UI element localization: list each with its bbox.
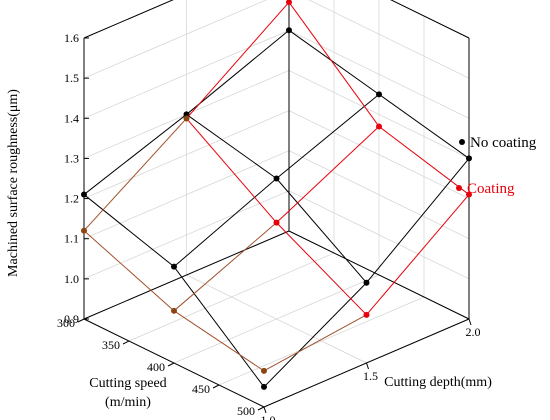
- series-line: [288, 29, 380, 95]
- series-point: [81, 191, 87, 198]
- x-axis-title-line: (m/min): [105, 395, 151, 410]
- series-line: [288, 1, 380, 127]
- series-line: [186, 118, 277, 223]
- series-point: [273, 219, 280, 226]
- series-no-coating: [81, 27, 472, 390]
- gridlines: [83, 0, 470, 408]
- x-tick-label: 450: [192, 382, 210, 396]
- axes: 0.9 1.0 1.1 1.2 1.3 1.4 1.5 1.6 300 350 400 450 500 1…: [6, 0, 492, 420]
- x-tick-label: 350: [102, 338, 120, 352]
- series-line: [83, 194, 175, 268]
- series-point: [286, 0, 292, 6]
- x-tick-label: 500: [237, 404, 255, 418]
- series-line: [378, 126, 470, 195]
- z-tick-label: 1.4: [64, 111, 79, 125]
- x-tick-mark: [212, 384, 220, 389]
- series-line: [173, 310, 265, 372]
- series-line: [378, 93, 470, 159]
- series-point: [286, 27, 292, 34]
- x-axis-title: Cutting speed (m/min): [89, 376, 166, 410]
- series-label: No coating: [470, 135, 537, 151]
- x-tick-mark: [77, 318, 85, 323]
- series-point: [466, 191, 472, 198]
- series-line: [276, 222, 367, 316]
- z-axis-title: Machined surface roughness(μm): [6, 89, 21, 277]
- y-tick-mark: [263, 406, 267, 414]
- series-labels: No coating Coating: [456, 135, 537, 197]
- axis-edge: [390, 0, 470, 39]
- x-tick-mark: [257, 406, 265, 411]
- series-line: [276, 93, 380, 179]
- series-line: [83, 114, 187, 195]
- series-line: [186, 114, 277, 179]
- data-series: [81, 0, 472, 390]
- series-line: [276, 126, 380, 224]
- y-axis-title: Cutting depth(mm): [384, 375, 492, 390]
- y-tick-label: 2.0: [466, 325, 481, 339]
- series-coating: [81, 0, 472, 374]
- gridline-x-floor: [173, 274, 380, 364]
- z-tick-label: 1.3: [64, 151, 79, 165]
- z-tick-label: 1.6: [64, 31, 79, 45]
- series-line: [276, 178, 367, 284]
- z-tick-label: 1.5: [64, 71, 79, 85]
- x-tick-mark: [122, 340, 130, 345]
- z-tick-label: 1.0: [64, 272, 79, 286]
- z-tick-label: 1.2: [64, 192, 79, 206]
- series-point: [171, 263, 177, 270]
- x-tick-mark: [167, 362, 175, 367]
- series-point: [273, 175, 280, 182]
- series-line: [173, 178, 277, 268]
- series-point: [261, 383, 267, 390]
- series-point: [363, 311, 370, 318]
- axis-edge: [288, 230, 470, 320]
- series-label-marker: [459, 139, 465, 145]
- z-tick-label: 0.9: [64, 312, 79, 326]
- series-line: [366, 194, 470, 316]
- series-line: [83, 230, 175, 312]
- x-tick-label: 400: [147, 360, 165, 374]
- y-tick-label: 1.5: [363, 369, 378, 383]
- series-line: [186, 29, 290, 115]
- axis-edge: [83, 230, 290, 320]
- series-point: [81, 227, 87, 234]
- y-tick-mark: [468, 318, 472, 326]
- series-line: [263, 314, 367, 372]
- series-line: [366, 158, 470, 284]
- series-line: [83, 118, 187, 232]
- series-label-marker: [456, 185, 462, 191]
- z-tick-label: 1.1: [64, 232, 79, 246]
- x-tick-label: 300: [57, 316, 75, 330]
- series-point: [376, 91, 382, 98]
- series-line: [186, 1, 290, 119]
- series-label: Coating: [467, 181, 515, 197]
- series-point: [261, 367, 267, 374]
- series-line: [173, 222, 277, 312]
- gridline-x-floor: [218, 296, 425, 386]
- series-line: [263, 282, 367, 388]
- series-point: [466, 155, 472, 162]
- series-point: [376, 123, 382, 130]
- series-point: [171, 307, 177, 314]
- y-tick-mark: [366, 362, 369, 370]
- series-point: [363, 279, 370, 286]
- x-axis-title-line: Cutting speed: [89, 376, 166, 391]
- axis-edge: [83, 0, 174, 39]
- series-point: [183, 115, 190, 122]
- y-tick-label: 1.0: [261, 413, 276, 420]
- gridline-x-floor: [128, 252, 335, 342]
- series-line: [173, 266, 265, 388]
